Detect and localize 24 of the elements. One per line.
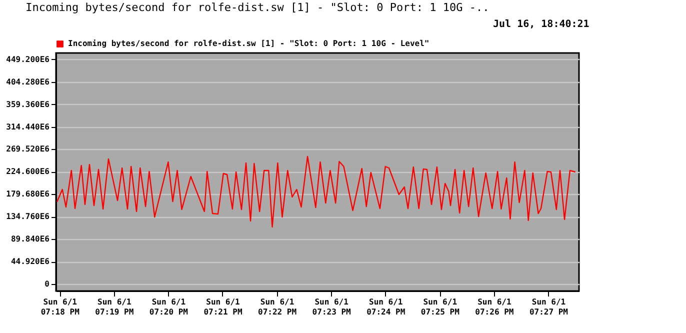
y-tick-label: 44.920E6 <box>10 257 50 266</box>
y-tick-label: 179.680E6 <box>6 190 50 199</box>
y-tick-label: 404.280E6 <box>6 77 50 86</box>
x-tick-label: Sun 6/1 07:18 PM <box>40 298 80 316</box>
y-tick-label: 359.360E6 <box>6 100 50 109</box>
x-tick-label: Sun 6/1 07:19 PM <box>95 298 134 316</box>
legend-label: Incoming bytes/second for rolfe-dist.sw [1] - "Slot: 0 Port: 1 10G - Level" <box>68 39 430 48</box>
x-tick-label: Sun 6/1 07:27 PM <box>529 298 568 316</box>
y-tick-label: 314.440E6 <box>6 122 50 132</box>
y-tick-label: 134.760E6 <box>6 212 50 222</box>
x-tick-label: Sun 6/1 07:26 PM <box>475 298 514 316</box>
x-tick-label: Sun 6/1 07:20 PM <box>149 298 188 316</box>
x-tick-label: Sun 6/1 07:22 PM <box>258 298 297 316</box>
y-tick-label: 0 <box>44 280 50 288</box>
x-tick-label: Sun 6/1 07:23 PM <box>312 298 352 316</box>
x-tick-label: Sun 6/1 07:25 PM <box>420 298 460 316</box>
x-tick-label: Sun 6/1 07:21 PM <box>204 298 242 316</box>
y-tick-label: 269.520E6 <box>6 144 50 154</box>
y-tick-label: 89.840E6 <box>10 234 50 244</box>
chart-title: Incoming bytes/second for rolfe-dist.sw [1] - "Slot: 0 Port: 1 10G -.. <box>26 1 490 14</box>
y-tick-label: 449.200E6 <box>6 54 50 64</box>
y-tick-label: 224.600E6 <box>6 167 50 176</box>
text: Jul 16, 18:40:21 <box>493 19 590 30</box>
x-tick-label: Sun 6/1 07:24 PM <box>366 298 406 316</box>
